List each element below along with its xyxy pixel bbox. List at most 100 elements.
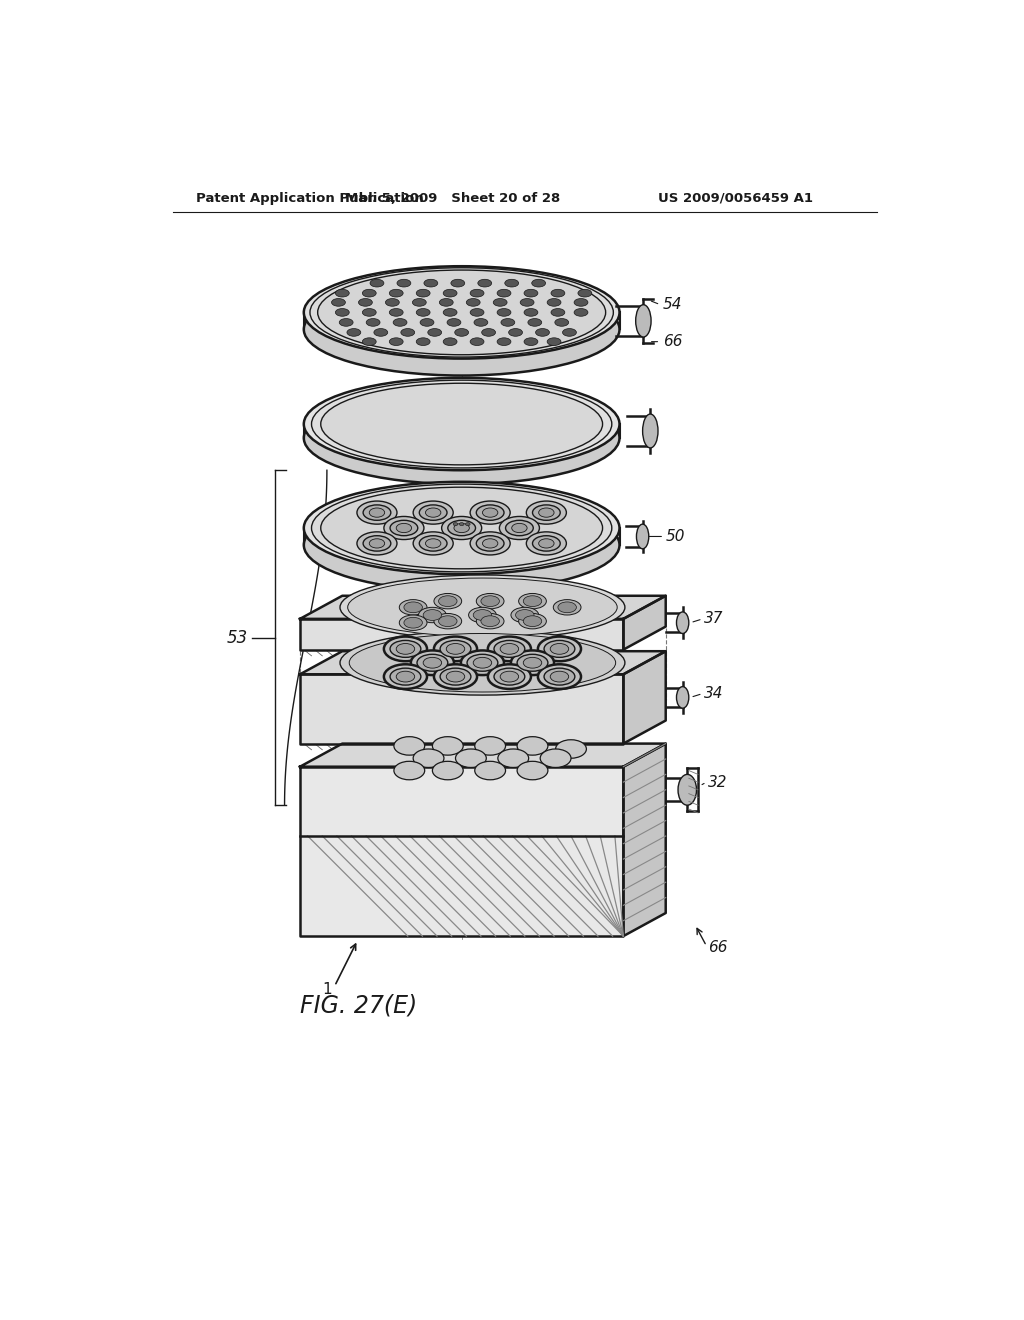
Ellipse shape xyxy=(505,280,518,286)
Ellipse shape xyxy=(389,338,403,346)
Ellipse shape xyxy=(536,329,550,337)
Ellipse shape xyxy=(523,615,542,627)
Ellipse shape xyxy=(517,655,548,671)
Ellipse shape xyxy=(562,329,577,337)
Ellipse shape xyxy=(506,520,534,536)
Text: 66: 66 xyxy=(663,334,682,350)
Ellipse shape xyxy=(441,516,481,540)
Ellipse shape xyxy=(469,607,497,623)
Ellipse shape xyxy=(416,309,430,317)
Ellipse shape xyxy=(413,502,454,524)
Ellipse shape xyxy=(478,280,492,286)
Ellipse shape xyxy=(487,636,531,661)
Ellipse shape xyxy=(385,298,399,306)
Ellipse shape xyxy=(438,595,457,607)
Ellipse shape xyxy=(482,539,498,548)
Ellipse shape xyxy=(447,520,475,536)
Ellipse shape xyxy=(446,644,465,655)
Ellipse shape xyxy=(397,280,411,286)
Ellipse shape xyxy=(311,380,611,469)
Ellipse shape xyxy=(443,338,457,346)
Ellipse shape xyxy=(476,536,504,552)
Text: 50: 50 xyxy=(666,529,685,544)
Ellipse shape xyxy=(461,651,504,675)
Ellipse shape xyxy=(524,338,538,346)
Ellipse shape xyxy=(390,520,418,536)
Ellipse shape xyxy=(475,737,506,755)
Text: 53: 53 xyxy=(227,628,249,647)
Ellipse shape xyxy=(443,289,457,297)
Polygon shape xyxy=(300,651,666,675)
Ellipse shape xyxy=(556,739,587,758)
Ellipse shape xyxy=(636,305,651,337)
Text: 54: 54 xyxy=(663,297,682,313)
Ellipse shape xyxy=(528,318,542,326)
Ellipse shape xyxy=(432,762,463,780)
Ellipse shape xyxy=(476,594,504,609)
Ellipse shape xyxy=(396,644,415,655)
Ellipse shape xyxy=(358,298,373,306)
Ellipse shape xyxy=(523,595,542,607)
Ellipse shape xyxy=(550,671,568,682)
Ellipse shape xyxy=(440,640,471,657)
Ellipse shape xyxy=(336,309,349,317)
Ellipse shape xyxy=(434,594,462,609)
Ellipse shape xyxy=(578,289,592,297)
Ellipse shape xyxy=(518,614,547,628)
Ellipse shape xyxy=(357,532,397,554)
Ellipse shape xyxy=(393,318,407,326)
Ellipse shape xyxy=(403,618,422,628)
Text: 66: 66 xyxy=(708,940,728,956)
Ellipse shape xyxy=(470,338,484,346)
Ellipse shape xyxy=(481,615,500,627)
Polygon shape xyxy=(300,743,666,767)
Ellipse shape xyxy=(362,309,376,317)
Ellipse shape xyxy=(494,298,507,306)
Ellipse shape xyxy=(497,289,511,297)
Ellipse shape xyxy=(394,737,425,755)
Ellipse shape xyxy=(370,280,384,286)
Ellipse shape xyxy=(677,686,689,708)
Ellipse shape xyxy=(555,318,568,326)
Ellipse shape xyxy=(434,614,462,628)
Ellipse shape xyxy=(396,671,415,682)
Ellipse shape xyxy=(417,655,447,671)
Text: Mar. 5, 2009   Sheet 20 of 28: Mar. 5, 2009 Sheet 20 of 28 xyxy=(345,191,560,205)
Ellipse shape xyxy=(481,329,496,337)
Ellipse shape xyxy=(390,668,421,685)
Ellipse shape xyxy=(340,631,625,696)
Ellipse shape xyxy=(364,504,391,520)
Ellipse shape xyxy=(558,602,577,612)
Ellipse shape xyxy=(526,502,566,524)
Ellipse shape xyxy=(547,298,561,306)
Ellipse shape xyxy=(428,329,441,337)
Ellipse shape xyxy=(544,640,574,657)
Ellipse shape xyxy=(370,539,385,548)
Ellipse shape xyxy=(532,504,560,520)
Ellipse shape xyxy=(498,748,528,767)
Ellipse shape xyxy=(304,482,620,574)
Ellipse shape xyxy=(538,664,581,689)
Text: 1: 1 xyxy=(323,982,332,998)
Ellipse shape xyxy=(310,268,613,358)
Ellipse shape xyxy=(439,298,454,306)
Ellipse shape xyxy=(454,523,458,525)
Ellipse shape xyxy=(349,634,615,692)
Ellipse shape xyxy=(494,668,525,685)
Ellipse shape xyxy=(454,523,469,532)
Ellipse shape xyxy=(416,338,430,346)
Ellipse shape xyxy=(384,664,427,689)
Ellipse shape xyxy=(476,614,504,628)
Ellipse shape xyxy=(384,516,424,540)
Ellipse shape xyxy=(416,289,430,297)
Ellipse shape xyxy=(389,289,403,297)
Ellipse shape xyxy=(339,318,353,326)
Polygon shape xyxy=(300,595,666,619)
Ellipse shape xyxy=(523,657,542,668)
Ellipse shape xyxy=(678,775,696,805)
Ellipse shape xyxy=(470,289,484,297)
Ellipse shape xyxy=(425,508,441,517)
Ellipse shape xyxy=(532,536,560,552)
Ellipse shape xyxy=(541,748,571,767)
Ellipse shape xyxy=(446,671,465,682)
